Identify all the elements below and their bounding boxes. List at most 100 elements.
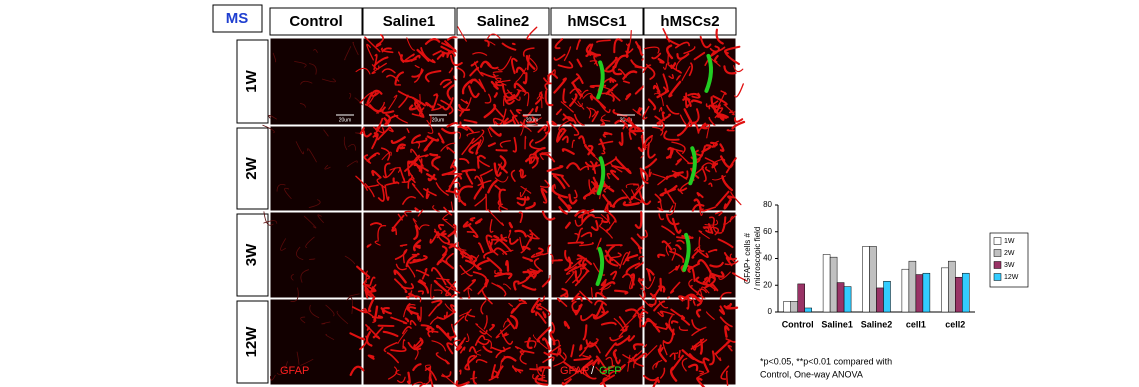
y-axis-label: / microscopic field	[753, 227, 762, 291]
fiber	[307, 148, 317, 163]
fiber	[586, 50, 599, 57]
fiber	[440, 45, 456, 57]
fiber	[436, 277, 450, 281]
fiber	[563, 291, 569, 298]
fiber	[446, 121, 459, 128]
micrograph	[355, 117, 466, 219]
fiber	[589, 95, 607, 109]
fiber	[724, 260, 739, 266]
fiber	[441, 42, 457, 53]
fiber	[676, 239, 685, 244]
fiber	[539, 252, 549, 256]
fiber	[556, 297, 568, 307]
fiber	[554, 38, 564, 50]
fiber	[268, 115, 277, 120]
bar	[783, 301, 791, 313]
fiber	[416, 314, 421, 321]
gfp-cell	[704, 53, 713, 93]
fiber	[699, 35, 712, 49]
fiber	[445, 285, 461, 294]
fiber	[392, 177, 398, 184]
fiber	[496, 365, 504, 379]
fiber	[472, 370, 477, 385]
fiber	[706, 124, 711, 139]
fiber	[385, 113, 392, 127]
fiber	[410, 148, 424, 167]
fiber	[562, 88, 567, 104]
fiber	[447, 174, 463, 192]
fiber	[600, 114, 611, 122]
fiber	[540, 152, 553, 161]
row-header: 12W	[243, 326, 260, 358]
fiber	[621, 189, 632, 204]
fiber	[441, 127, 456, 135]
fiber	[384, 162, 391, 179]
fiber	[472, 52, 488, 56]
fiber	[377, 126, 391, 141]
fiber	[606, 244, 623, 247]
fiber	[718, 305, 726, 315]
fiber	[669, 250, 685, 263]
fiber	[712, 140, 719, 148]
fiber	[725, 338, 736, 343]
fiber	[423, 188, 437, 197]
fiber	[325, 334, 335, 340]
scale-bar-label: 20um	[432, 117, 445, 123]
fiber	[407, 160, 420, 169]
fiber	[630, 184, 644, 201]
fiber	[604, 209, 617, 223]
fiber	[365, 270, 368, 284]
fiber	[587, 185, 598, 196]
fiber	[393, 114, 408, 124]
fiber	[630, 273, 636, 289]
fiber	[460, 98, 469, 105]
fiber	[483, 315, 488, 330]
fiber	[413, 164, 429, 172]
fiber	[627, 335, 636, 342]
fiber	[533, 257, 544, 272]
fiber	[381, 68, 396, 74]
fiber	[576, 58, 583, 68]
legend-swatch	[993, 261, 1002, 269]
fiber	[648, 168, 652, 178]
scale-bar-label: 20um	[339, 117, 352, 123]
fiber	[433, 93, 438, 97]
fiber	[699, 205, 703, 216]
fiber	[524, 135, 527, 150]
fiber	[380, 147, 391, 161]
micrograph: 20um	[355, 33, 468, 130]
fiber	[299, 103, 306, 108]
fiber	[645, 276, 656, 290]
fiber	[444, 303, 456, 314]
fiber	[701, 286, 710, 294]
fiber	[622, 124, 628, 130]
fiber	[513, 82, 527, 93]
fiber	[535, 311, 547, 324]
fiber	[477, 242, 485, 254]
fiber	[450, 201, 454, 212]
fiber	[393, 269, 407, 284]
fiber	[723, 65, 737, 75]
fiber	[440, 99, 454, 115]
fiber	[371, 64, 380, 70]
fiber	[584, 161, 601, 168]
fiber	[644, 345, 658, 358]
fiber	[424, 70, 442, 83]
fiber	[454, 315, 465, 326]
fiber	[526, 116, 537, 124]
fiber	[563, 361, 579, 374]
fiber	[368, 104, 383, 113]
fiber	[595, 366, 610, 378]
fiber	[724, 45, 741, 55]
fiber	[598, 140, 614, 146]
fiber	[359, 127, 365, 135]
fiber	[441, 371, 452, 378]
fiber	[501, 42, 517, 51]
fiber	[625, 43, 631, 58]
fiber	[734, 83, 744, 98]
micrograph-bg	[269, 211, 363, 299]
fiber	[712, 158, 726, 164]
fiber	[571, 76, 580, 85]
fiber	[459, 346, 466, 354]
